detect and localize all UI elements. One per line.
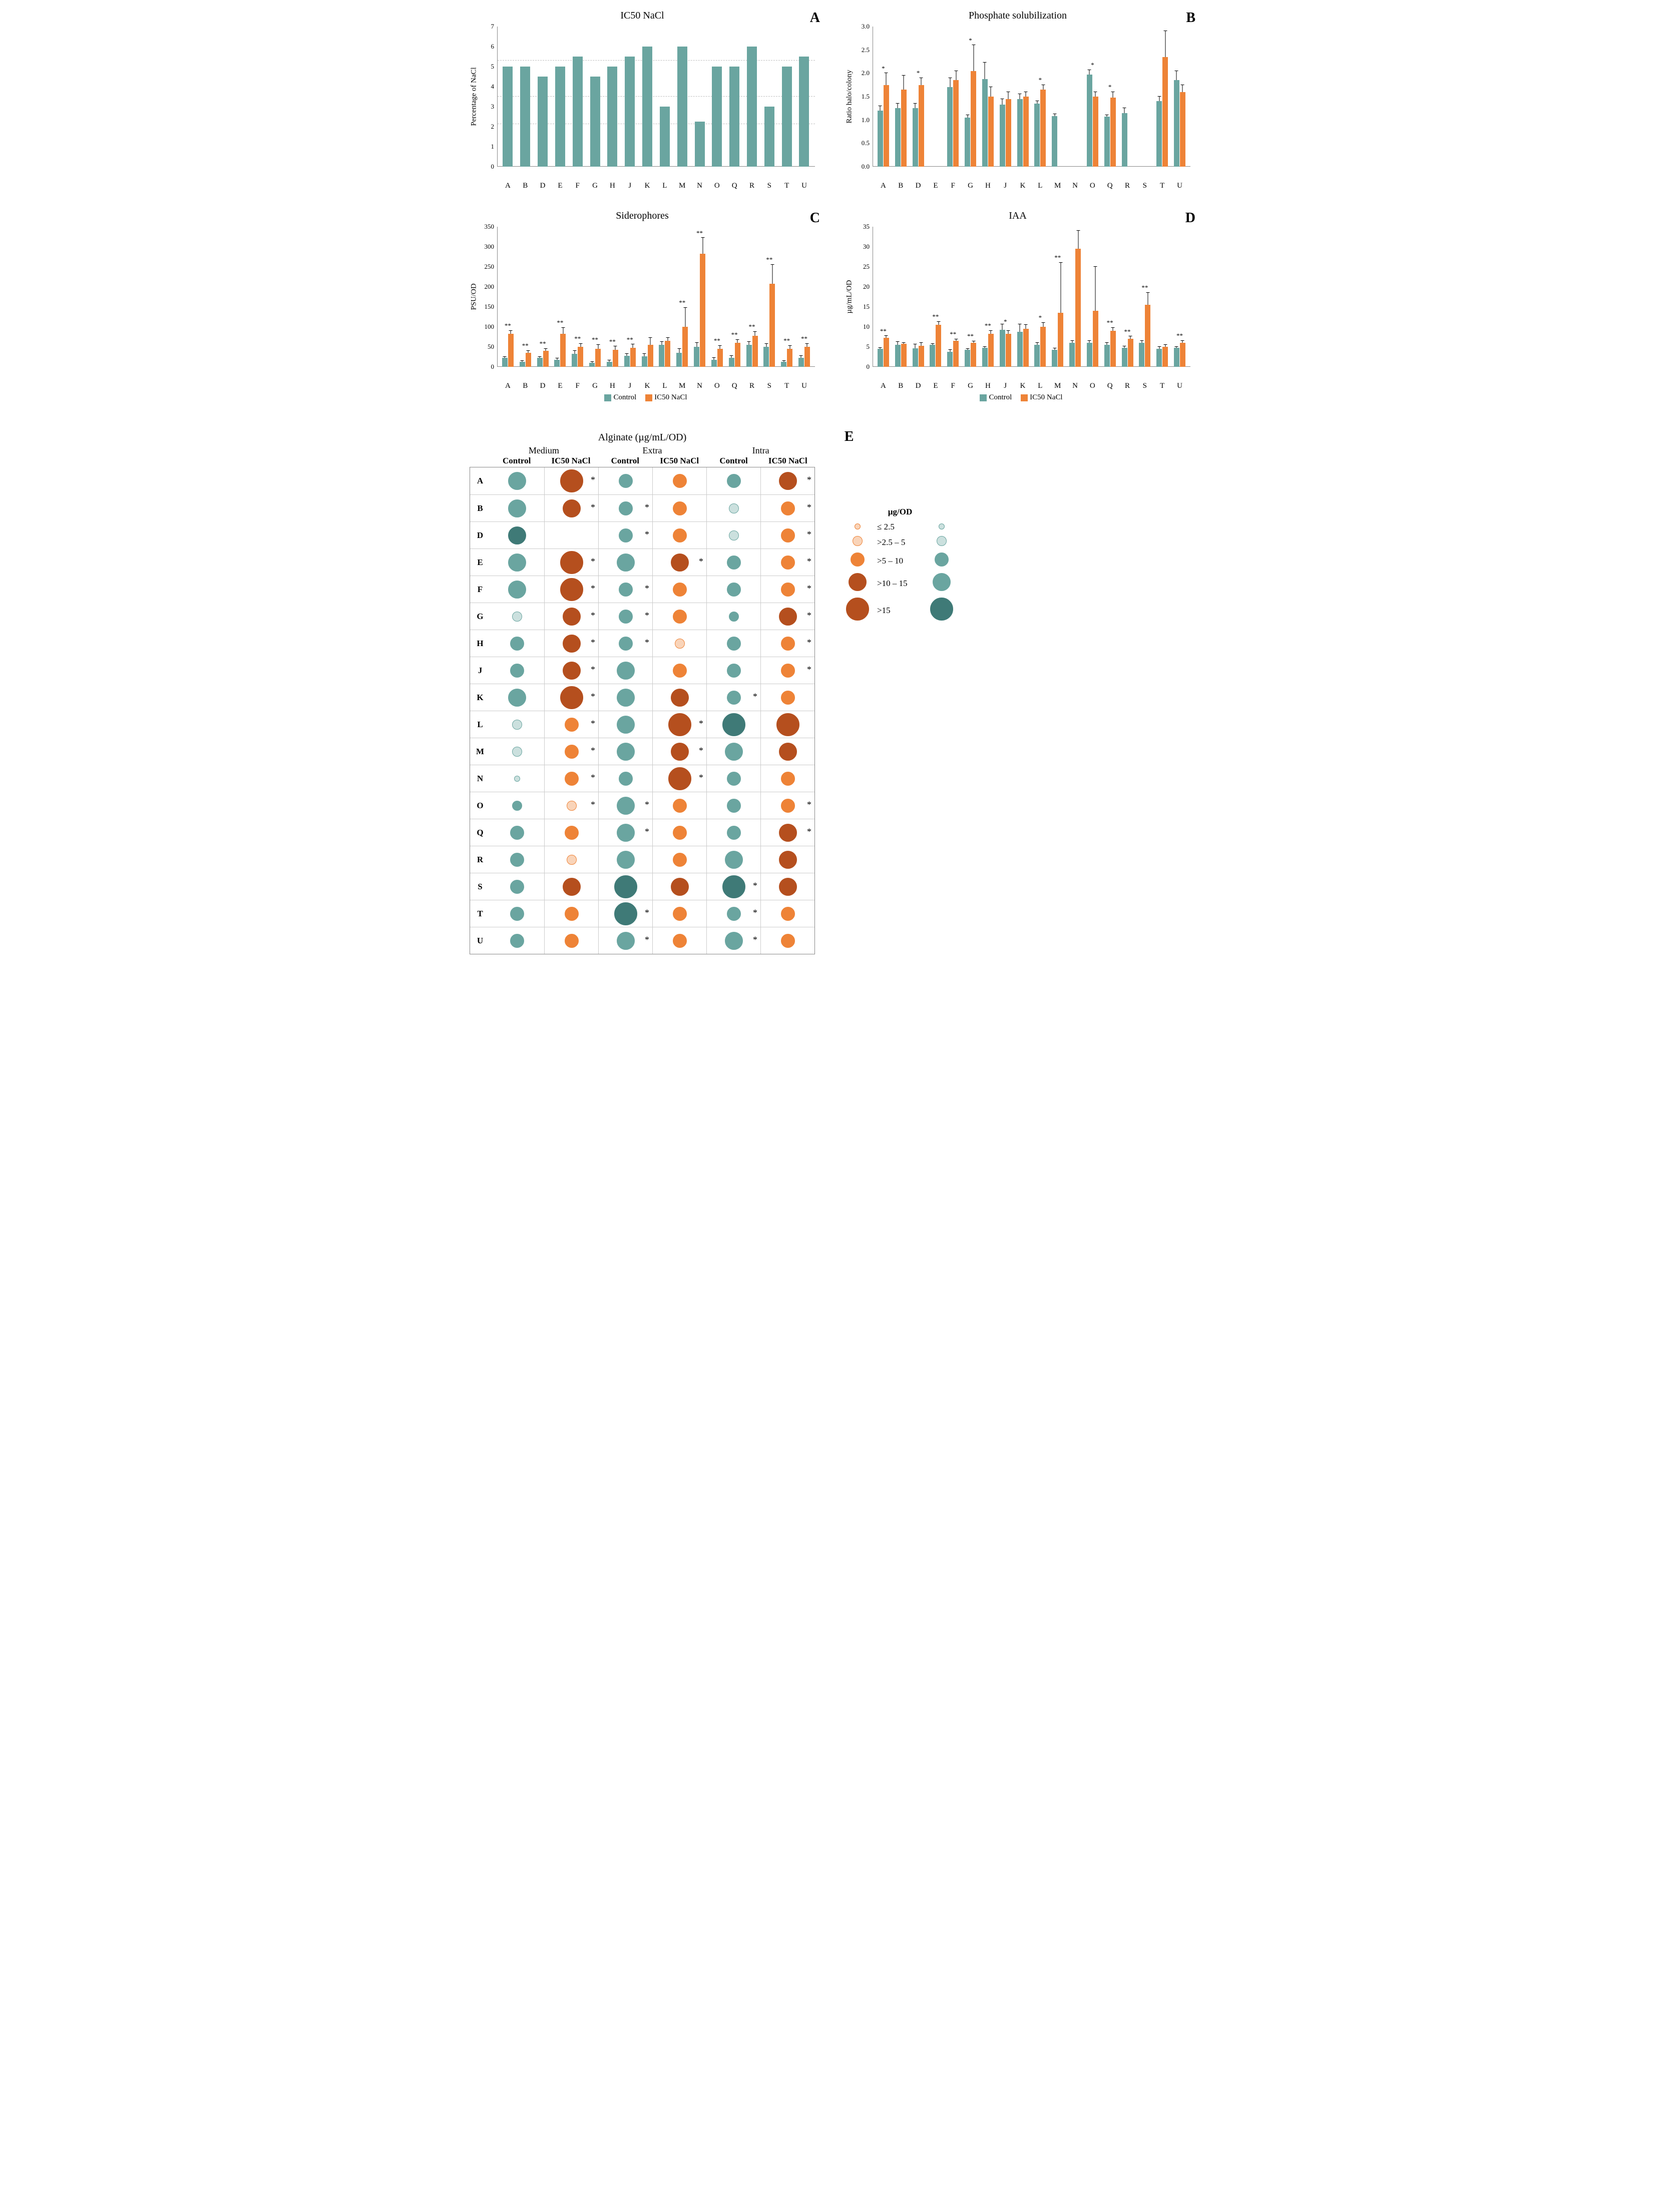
legend-swatch-treat [645, 394, 652, 401]
panel-e-title: Alginate (µg/mL/OD) [470, 432, 815, 443]
panel-a: A IC50 NaCl 01234567Percentage of NaCl A… [470, 10, 815, 190]
panel-e-legend-rows: ≤ 2.5>2.5 – 5>5 – 10>10 – 15>15 [845, 522, 1190, 623]
panel-e-legend-title: µg/OD [845, 507, 955, 517]
panel-d-letter: D [1185, 210, 1195, 226]
panel-e: E Alginate (µg/mL/OD) Medium Extra Intra… [470, 432, 1190, 954]
chart-a: 01234567Percentage of NaCl [497, 27, 815, 167]
panel-d: D IAA 05101520253035µg/mL/OD************… [845, 210, 1190, 402]
panel-e-legend: µg/OD ≤ 2.5>2.5 – 5>5 – 10>10 – 15>15 [845, 507, 1190, 954]
panel-b-letter: B [1186, 10, 1195, 26]
panel-b-title: Phosphate solubilization [845, 10, 1190, 22]
legend-c: Control IC50 NaCl [470, 393, 815, 402]
chart-c-xlabels: ABDEFGHJKLMNOQRSTU [497, 382, 815, 390]
panel-a-letter: A [810, 10, 820, 26]
panel-e-table-wrap: Alginate (µg/mL/OD) Medium Extra Intra C… [470, 432, 815, 954]
chart-b-xlabels: ABDEFGHJKLMNOQRSTU [873, 182, 1190, 190]
section-extra: Extra [598, 445, 707, 456]
section-medium: Medium [490, 445, 598, 456]
chart-d-xlabels: ABDEFGHJKLMNOQRSTU [873, 382, 1190, 390]
legend-swatch-treat [1021, 394, 1028, 401]
panel-a-title: IC50 NaCl [470, 10, 815, 22]
panel-c: C Siderophores 050100150200250300350PSU/… [470, 210, 815, 402]
legend-label-treat: IC50 NaCl [654, 393, 687, 401]
panel-c-letter: C [810, 210, 820, 226]
legend-swatch-control [980, 394, 987, 401]
panel-b: B Phosphate solubilization 0.00.51.01.52… [845, 10, 1190, 190]
panel-c-title: Siderophores [470, 210, 815, 222]
legend-label-control: Control [989, 393, 1012, 401]
legend-label-treat: IC50 NaCl [1030, 393, 1062, 401]
panels-abcd: A IC50 NaCl 01234567Percentage of NaCl A… [470, 10, 1190, 402]
section-intra: Intra [706, 445, 815, 456]
panel-e-section-row: Medium Extra Intra [470, 445, 815, 456]
legend-swatch-control [604, 394, 611, 401]
chart-b: 0.00.51.01.52.02.53.0Ratio halo/colony**… [873, 27, 1190, 167]
chart-d: 05101520253035µg/mL/OD******************… [873, 227, 1190, 367]
chart-a-xlabels: ABDEFGHJKLMNOQRSTU [497, 182, 815, 190]
panel-e-letter: E [845, 429, 854, 445]
panel-e-header-row: ControlIC50 NaClControlIC50 NaClControlI… [470, 456, 815, 466]
panel-d-title: IAA [845, 210, 1190, 222]
chart-c: 050100150200250300350PSU/OD*************… [497, 227, 815, 367]
panel-e-bubble-table: A**B***D**E***F***G***H***J**K**L**M**N*… [470, 467, 815, 954]
legend-d: Control IC50 NaCl [845, 393, 1190, 402]
legend-label-control: Control [613, 393, 636, 401]
